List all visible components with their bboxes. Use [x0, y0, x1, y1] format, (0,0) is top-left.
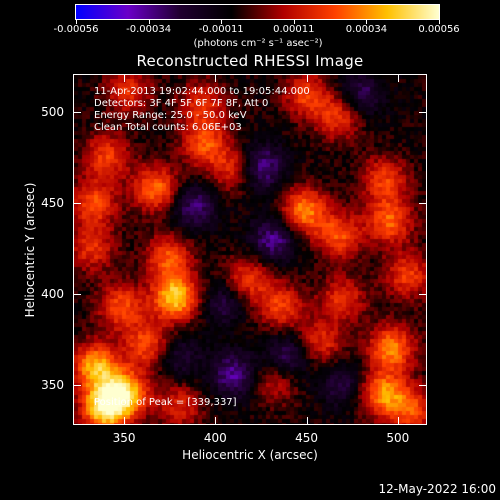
info-time-range: 11-Apr-2013 19:02:44.000 to 19:05:44.000	[94, 86, 310, 97]
y-tick	[419, 294, 427, 296]
y-tick-label: 400	[41, 287, 64, 302]
colorbar-tick-label: -0.00056	[53, 24, 99, 35]
x-tick	[124, 74, 126, 82]
colorbar-tick-label: 0.00011	[273, 24, 315, 35]
colorbar	[75, 4, 440, 20]
x-tick	[306, 417, 308, 425]
y-tick	[73, 112, 81, 114]
x-tick	[397, 417, 399, 425]
y-tick-label: 500	[41, 105, 64, 120]
y-tick-label: 350	[41, 377, 64, 392]
x-tick-label: 350	[112, 431, 136, 445]
info-detectors: Detectors: 3F 4F 5F 6F 7F 8F, Att 0	[94, 98, 269, 109]
colorbar-tick-label: -0.00034	[126, 24, 172, 35]
plot-title: Reconstructed RHESSI Image	[136, 52, 364, 70]
y-tick-label: 450	[41, 196, 64, 211]
footer-date: 12-May-2022 16:00	[378, 482, 496, 496]
colorbar-tick	[293, 19, 295, 24]
x-tick-label: 500	[386, 431, 410, 445]
y-tick	[73, 384, 81, 386]
colorbar-tick	[221, 19, 223, 24]
x-tick	[397, 74, 399, 82]
plot-area	[73, 74, 427, 425]
colorbar-tick	[366, 19, 368, 24]
info-energy-range: Energy Range: 25.0 - 50.0 keV	[94, 110, 247, 121]
x-tick	[215, 74, 217, 82]
x-tick-label: 400	[203, 431, 227, 445]
y-tick	[73, 203, 81, 205]
x-tick-label: 450	[295, 431, 319, 445]
y-axis-label: Heliocentric Y (arcsec)	[23, 182, 37, 318]
x-axis-label: Heliocentric X (arcsec)	[182, 448, 318, 462]
y-tick	[419, 112, 427, 114]
info-clean-counts: Clean Total counts: 6.06E+03	[94, 122, 242, 133]
x-tick	[215, 417, 217, 425]
colorbar-tick	[76, 19, 77, 24]
colorbar-tick	[148, 19, 150, 24]
y-tick	[419, 203, 427, 205]
colorbar-tick-label: 0.00056	[418, 24, 460, 35]
colorbar-tick-label: 0.00034	[345, 24, 388, 35]
colorbar-tick-label: -0.00011	[198, 24, 244, 35]
colorbar-tick	[439, 19, 440, 24]
colorbar-units: (photons cm⁻² s⁻¹ asec⁻²)	[193, 38, 323, 49]
y-tick	[419, 384, 427, 386]
x-tick	[124, 417, 126, 425]
heatmap-image	[74, 75, 426, 424]
y-tick	[73, 294, 81, 296]
x-tick	[306, 74, 308, 82]
peak-position-text: Position of Peak = [339,337]	[94, 397, 237, 408]
